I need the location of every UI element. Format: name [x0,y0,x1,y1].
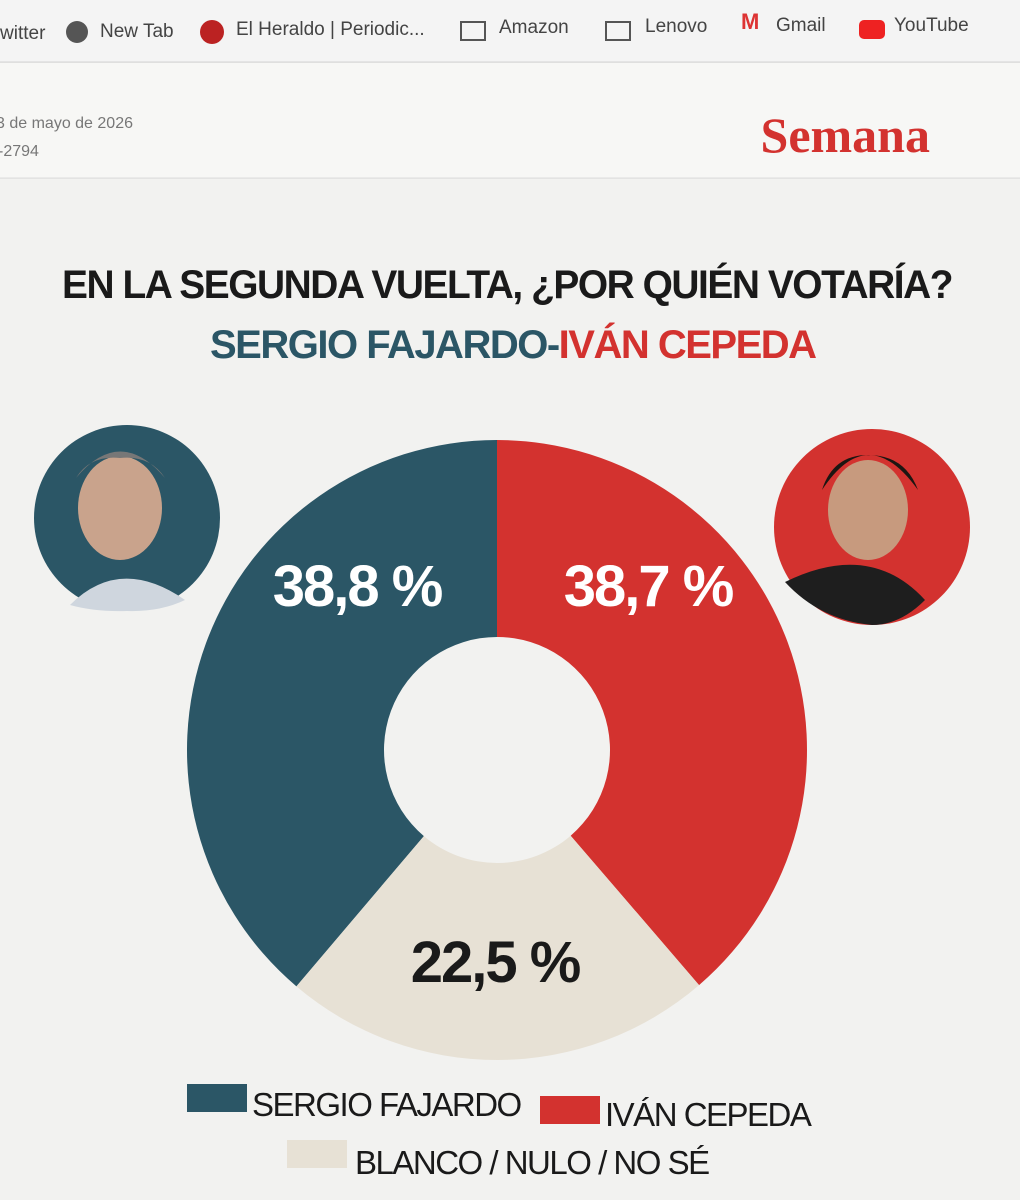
legend-label: IVÁN CEPEDA [605,1096,812,1133]
legend-swatch [187,1084,247,1112]
bookmarks-bar [0,0,1020,62]
bookmark[interactable]: Lenovo [645,16,707,37]
gmail-icon: M [741,9,759,34]
donut-slice [296,835,700,1060]
bookmark[interactable]: witter [0,23,46,44]
code: -2794 [0,143,39,160]
bookmark[interactable]: El Heraldo | Periodic... [236,19,425,40]
value-label: 22,5 % [411,930,581,995]
value-label: 38,7 % [564,554,734,619]
donut-chart: 38,8 % 38,7 % 22,5 % [187,440,808,1060]
legend-label: BLANCO / NULO / NO SÉ [355,1144,709,1181]
bookmark[interactable]: Gmail [776,15,826,36]
globe-icon [66,21,88,43]
date: 3 de mayo de 2026 [0,115,133,132]
site-header [0,63,1020,178]
legend-swatch [540,1096,600,1124]
legend-swatch [287,1140,347,1168]
bookmark[interactable]: Amazon [499,17,569,38]
donut-slice [497,440,808,986]
bookmark[interactable]: New Tab [100,21,174,42]
heraldo-icon [200,20,224,44]
legend-label: SERGIO FAJARDO [252,1086,522,1123]
folder-icon [605,21,631,41]
bookmark[interactable]: YouTube [894,15,969,36]
youtube-icon [859,20,885,39]
legend: SERGIO FAJARDO IVÁN CEPEDA BLANCO / NULO /… [187,1084,813,1181]
chart-title: EN LA SEGUNDA VUELTA, ¿POR QUIÉN VOTARÍA… [62,262,952,307]
portrait-fajardo [34,425,220,612]
portrait-cepeda [774,429,970,625]
folder-icon [460,21,486,41]
donut-slice [187,440,497,987]
chart-subtitle: SERGIO FAJARDO-IVÁN CEPEDA [210,322,816,367]
subtitle-part: IVÁN CEPEDA [559,322,816,367]
subtitle-part: SERGIO FAJARDO- [210,323,559,367]
brand-logo[interactable]: Semana [761,107,930,163]
value-label: 38,8 % [273,554,443,619]
